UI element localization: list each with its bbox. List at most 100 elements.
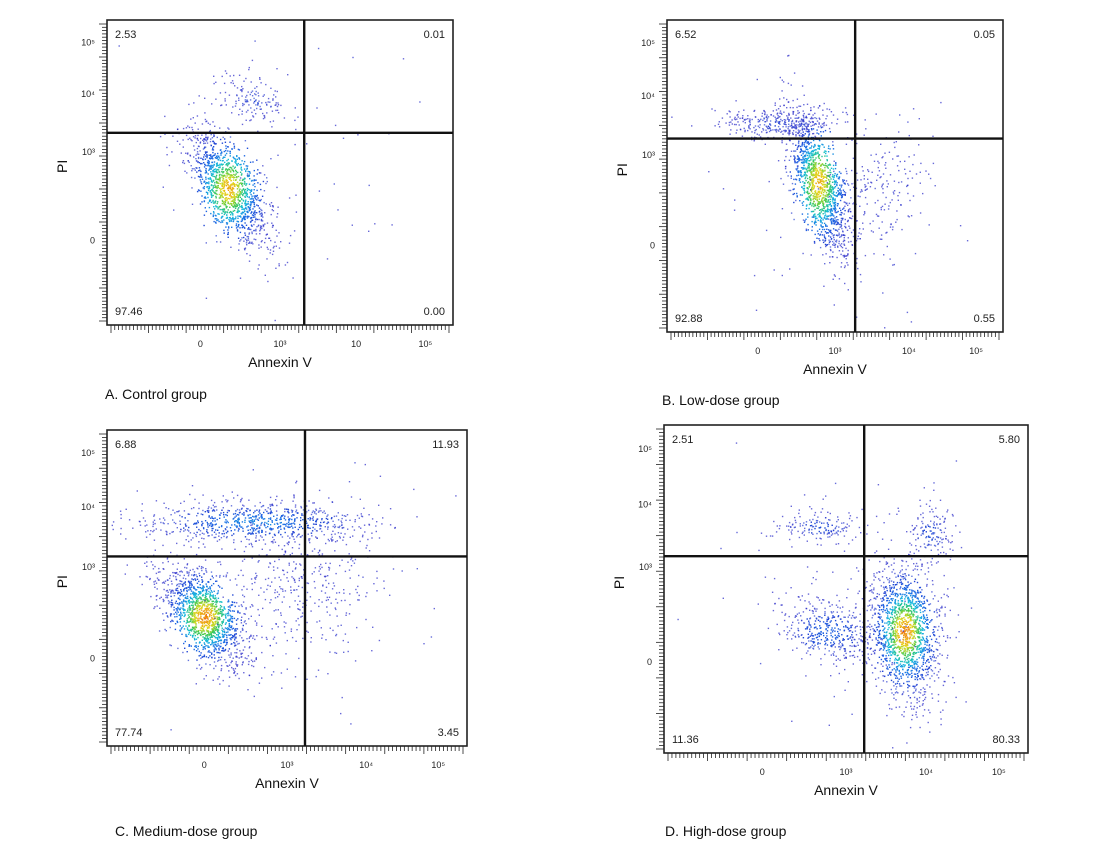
event-dot (882, 173, 885, 175)
event-dot (219, 196, 222, 198)
event-dot (816, 169, 819, 171)
event-dot (814, 213, 816, 215)
event-dot (218, 632, 221, 634)
event-dot (878, 227, 880, 229)
event-dot (327, 526, 329, 528)
event-dot (300, 525, 302, 528)
event-dot (255, 90, 257, 93)
event-dot (768, 127, 770, 130)
event-dot (293, 495, 295, 497)
event-dot (907, 192, 909, 195)
event-dot (822, 213, 824, 215)
event-dot (794, 150, 797, 152)
event-dot (811, 117, 813, 120)
event-dot (215, 643, 217, 645)
event-dot (230, 186, 232, 188)
event-dot (205, 297, 208, 299)
event-dot (838, 191, 840, 194)
event-dot (208, 185, 210, 188)
event-dot (835, 164, 837, 166)
event-dot (844, 218, 846, 221)
event-dot (242, 194, 244, 197)
event-dot (210, 174, 213, 177)
event-dot (805, 168, 808, 171)
event-dot (218, 647, 220, 650)
event-dot (823, 146, 825, 148)
event-dot (156, 594, 158, 597)
event-dot (338, 526, 340, 529)
event-dot (204, 207, 206, 209)
event-dot (859, 238, 861, 240)
event-dot (295, 211, 298, 213)
event-dot (215, 235, 217, 237)
event-dot (337, 532, 340, 534)
event-dot (382, 517, 384, 519)
event-dot (820, 219, 822, 221)
event-dot (796, 196, 798, 198)
event-dot (226, 175, 228, 177)
event-dot (744, 122, 746, 124)
event-dot (880, 176, 882, 178)
event-dot (859, 205, 861, 207)
event-dot (805, 126, 808, 129)
event-dot (188, 513, 191, 515)
event-dot (840, 266, 842, 268)
event-dot (289, 523, 291, 525)
event-dot (830, 196, 832, 198)
event-dot (238, 215, 241, 217)
event-dot (263, 190, 266, 192)
event-dot (219, 178, 221, 180)
event-dot (241, 497, 243, 500)
event-dot (830, 171, 832, 174)
event-dot (867, 169, 869, 171)
event-dot (245, 165, 247, 167)
event-dot (795, 135, 797, 137)
event-dot (827, 171, 829, 174)
event-dot (230, 530, 232, 532)
event-dot (820, 192, 823, 195)
event-dot (253, 102, 255, 104)
event-dot (214, 536, 217, 539)
event-dot (809, 121, 812, 124)
event-dot (221, 509, 223, 511)
event-dot (812, 197, 815, 199)
event-dot (834, 240, 837, 242)
event-dot (187, 633, 190, 635)
event-dot (272, 210, 275, 212)
event-dot (234, 176, 236, 179)
event-dot (805, 229, 808, 232)
event-dot (272, 540, 274, 543)
event-dot (229, 152, 231, 155)
event-dot (204, 615, 207, 618)
event-dot (232, 106, 234, 108)
event-dot (239, 89, 242, 91)
event-dot (777, 117, 779, 119)
event-dot (249, 99, 252, 101)
event-dot (888, 205, 890, 207)
event-dot (896, 210, 898, 212)
event-dot (803, 150, 806, 153)
event-dot (312, 526, 314, 529)
event-dot (203, 187, 205, 190)
event-dot (250, 224, 253, 226)
event-dot (813, 165, 815, 168)
event-dot (248, 68, 250, 71)
event-dot (248, 210, 250, 212)
event-dot (717, 123, 720, 125)
event-dot (204, 546, 206, 548)
event-dot (728, 124, 731, 126)
event-dot (261, 209, 263, 212)
event-dot (261, 517, 263, 519)
event-dot (825, 165, 828, 167)
event-dot (375, 530, 377, 533)
event-dot (222, 511, 225, 514)
event-dot (813, 197, 816, 200)
event-dot (197, 586, 199, 588)
event-dot (220, 152, 222, 155)
event-dot (235, 173, 237, 175)
event-dot (795, 128, 797, 130)
event-dot (225, 519, 227, 521)
event-dot (235, 193, 238, 195)
event-dot (243, 183, 246, 185)
event-dot (159, 135, 162, 138)
